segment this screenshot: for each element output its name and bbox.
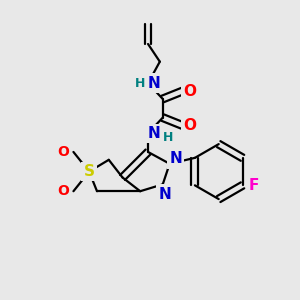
Text: N: N bbox=[148, 76, 160, 91]
Text: O: O bbox=[58, 184, 70, 198]
Text: F: F bbox=[249, 178, 260, 193]
Text: O: O bbox=[58, 145, 70, 159]
Text: S: S bbox=[84, 164, 94, 179]
Text: O: O bbox=[184, 84, 197, 99]
Text: N: N bbox=[148, 126, 160, 141]
Text: N: N bbox=[169, 151, 182, 166]
Text: N: N bbox=[158, 187, 171, 202]
Text: O: O bbox=[184, 118, 197, 133]
Text: H: H bbox=[163, 131, 173, 144]
Text: H: H bbox=[135, 77, 146, 90]
